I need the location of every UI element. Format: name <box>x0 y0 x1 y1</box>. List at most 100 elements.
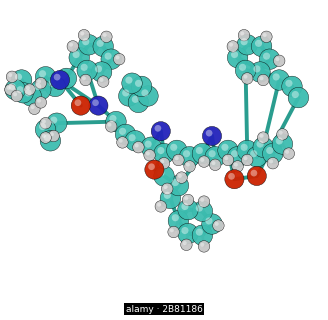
Circle shape <box>49 80 56 87</box>
Circle shape <box>283 148 295 159</box>
Circle shape <box>151 122 171 141</box>
Circle shape <box>212 161 215 165</box>
Circle shape <box>274 55 285 67</box>
Circle shape <box>69 43 73 47</box>
Circle shape <box>167 140 187 161</box>
Circle shape <box>115 55 119 60</box>
Circle shape <box>40 132 51 143</box>
Circle shape <box>60 72 67 79</box>
Circle shape <box>229 43 233 47</box>
Circle shape <box>135 143 139 148</box>
Circle shape <box>164 192 171 199</box>
Circle shape <box>236 60 256 81</box>
Circle shape <box>200 158 204 162</box>
Circle shape <box>133 141 144 153</box>
Circle shape <box>250 150 257 157</box>
Circle shape <box>131 76 152 97</box>
Circle shape <box>218 140 238 161</box>
Circle shape <box>154 143 174 164</box>
Circle shape <box>34 83 41 90</box>
Circle shape <box>42 134 46 138</box>
Circle shape <box>184 161 195 172</box>
Circle shape <box>182 194 194 206</box>
Circle shape <box>240 144 248 151</box>
Circle shape <box>145 140 152 148</box>
Circle shape <box>74 100 81 106</box>
Circle shape <box>221 144 229 151</box>
Circle shape <box>125 76 133 84</box>
Circle shape <box>21 86 41 106</box>
Circle shape <box>241 154 253 166</box>
Circle shape <box>50 116 57 124</box>
Circle shape <box>178 174 182 178</box>
Circle shape <box>227 147 248 167</box>
Circle shape <box>35 119 56 140</box>
Circle shape <box>239 64 246 71</box>
Circle shape <box>243 156 248 160</box>
Circle shape <box>168 226 179 238</box>
Circle shape <box>198 241 210 252</box>
Circle shape <box>247 166 266 186</box>
Circle shape <box>132 96 139 103</box>
Circle shape <box>89 96 108 115</box>
Circle shape <box>81 64 88 71</box>
Circle shape <box>109 115 116 122</box>
Circle shape <box>144 149 155 161</box>
Circle shape <box>141 89 149 97</box>
Circle shape <box>285 80 293 87</box>
Circle shape <box>183 150 190 157</box>
Circle shape <box>269 70 289 90</box>
Circle shape <box>160 159 164 164</box>
Circle shape <box>128 92 149 113</box>
Circle shape <box>122 73 142 93</box>
Circle shape <box>6 71 18 83</box>
Text: alamy · 2B81186: alamy · 2B81186 <box>126 305 202 314</box>
Circle shape <box>115 124 136 145</box>
Circle shape <box>71 96 91 115</box>
Circle shape <box>266 147 273 154</box>
Circle shape <box>78 29 90 41</box>
Circle shape <box>183 241 187 245</box>
Circle shape <box>243 75 248 79</box>
Circle shape <box>5 84 16 95</box>
Circle shape <box>205 217 213 225</box>
Circle shape <box>200 243 204 247</box>
Circle shape <box>257 74 269 86</box>
Circle shape <box>93 36 113 57</box>
Circle shape <box>125 131 145 151</box>
Circle shape <box>198 156 210 167</box>
Circle shape <box>196 147 203 154</box>
Circle shape <box>179 147 200 167</box>
Circle shape <box>213 220 224 231</box>
Circle shape <box>48 130 59 142</box>
Circle shape <box>256 140 264 148</box>
Circle shape <box>77 60 97 81</box>
Circle shape <box>7 86 11 90</box>
Circle shape <box>186 163 190 167</box>
Circle shape <box>47 113 67 133</box>
Circle shape <box>237 140 257 161</box>
Circle shape <box>231 51 238 58</box>
Circle shape <box>240 31 244 36</box>
Circle shape <box>205 147 225 167</box>
Circle shape <box>228 173 235 180</box>
Circle shape <box>209 150 216 157</box>
Circle shape <box>277 129 288 140</box>
Circle shape <box>11 70 32 90</box>
Circle shape <box>158 157 170 169</box>
Circle shape <box>92 62 112 82</box>
Circle shape <box>227 41 238 52</box>
Circle shape <box>160 188 181 209</box>
Circle shape <box>5 79 26 100</box>
Circle shape <box>45 76 66 97</box>
Circle shape <box>251 36 272 57</box>
Circle shape <box>50 132 54 136</box>
Circle shape <box>141 137 161 157</box>
Circle shape <box>210 159 221 171</box>
Circle shape <box>99 78 104 82</box>
Circle shape <box>13 83 33 103</box>
Circle shape <box>288 87 309 108</box>
Circle shape <box>101 49 121 69</box>
Circle shape <box>40 117 51 129</box>
Circle shape <box>80 74 92 86</box>
